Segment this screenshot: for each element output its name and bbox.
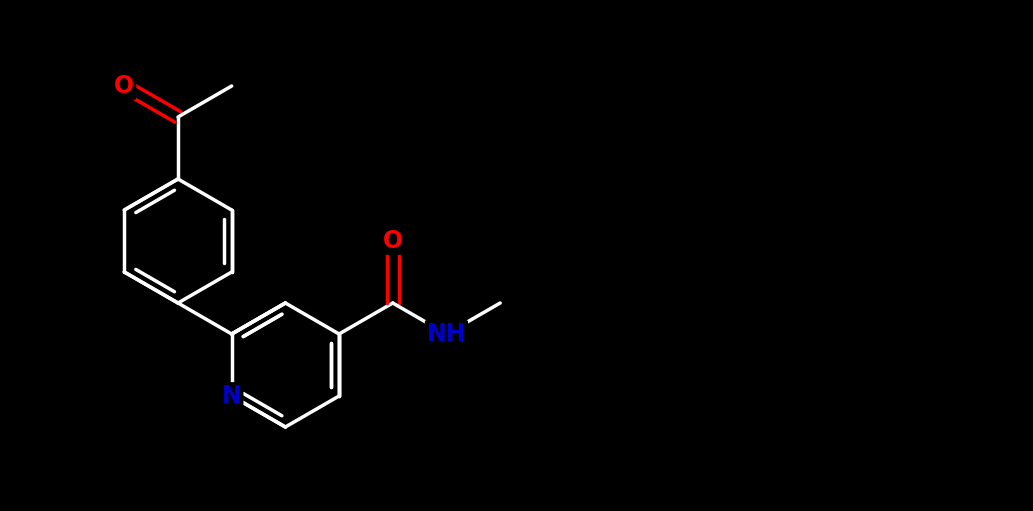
Text: O: O [382, 229, 403, 253]
Text: NH: NH [427, 322, 466, 346]
Text: N: N [222, 384, 242, 408]
Text: O: O [115, 74, 134, 98]
